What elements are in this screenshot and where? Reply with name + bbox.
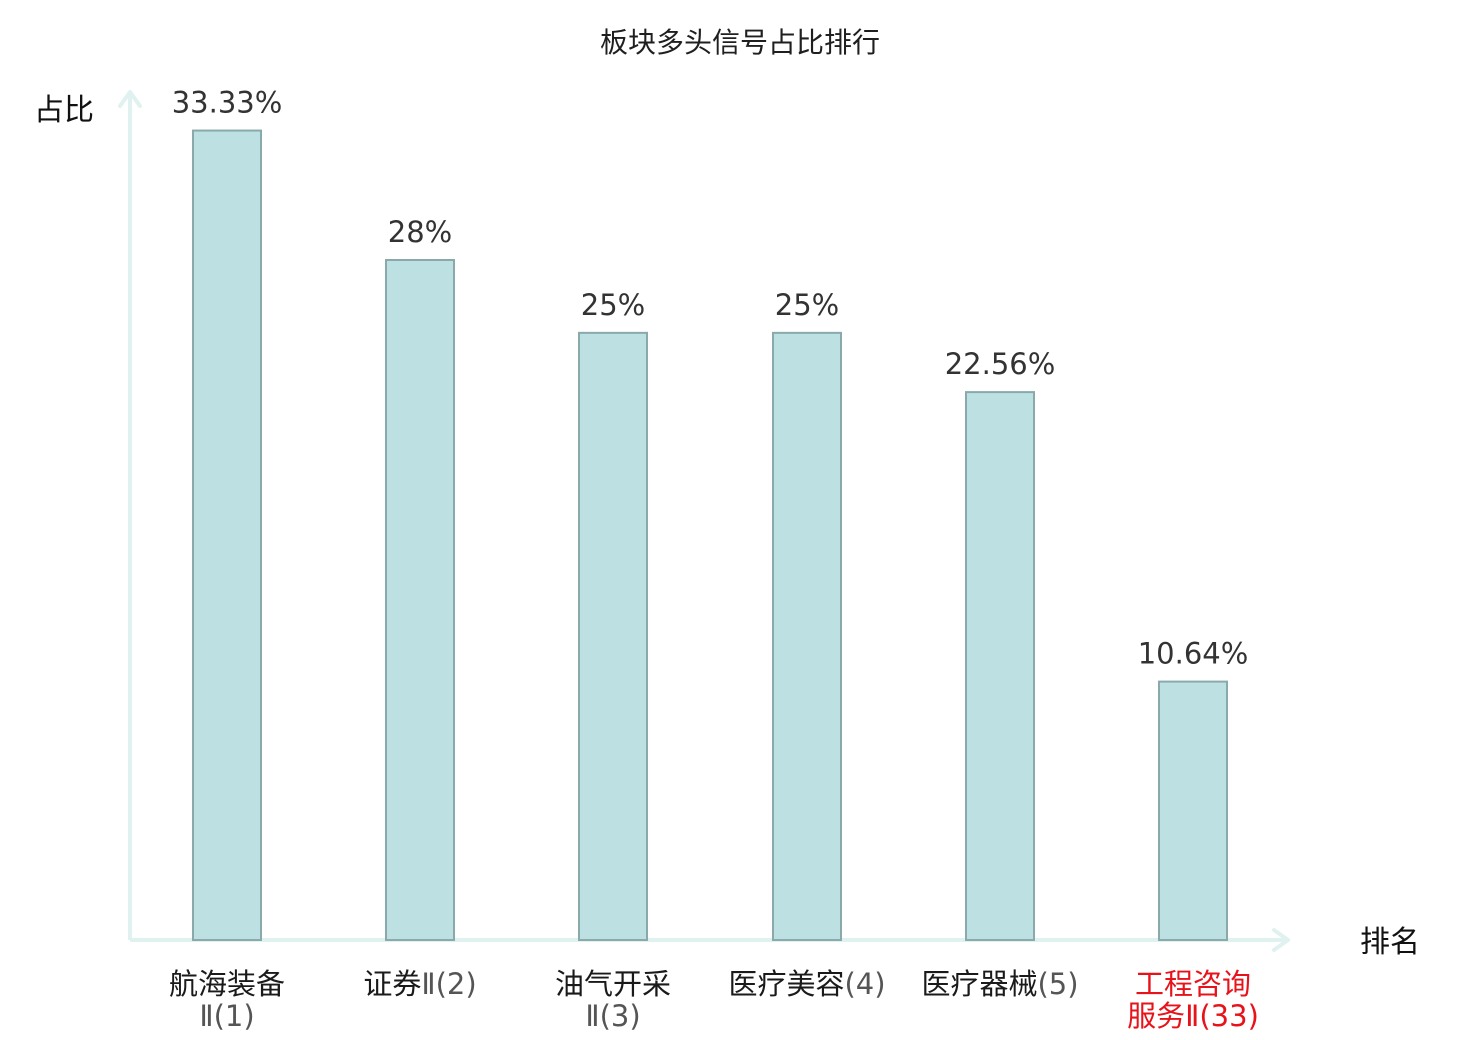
value-label-5: 22.56% [945, 347, 1056, 381]
value-label-4: 25% [775, 288, 839, 322]
x-axis-label: 排名 [1360, 925, 1420, 960]
chart-title: 板块多头信号占比排行 [600, 26, 880, 59]
category-label-1: 航海装备 Ⅱ(1) [169, 967, 285, 1033]
value-label-1: 33.33% [172, 86, 283, 120]
value-labels-group: 33.33% 28% 25% 25% 22.56% 10.64% [172, 86, 1249, 671]
value-label-2: 28% [388, 215, 452, 249]
category-label-5: 医疗器械(5) [921, 967, 1078, 1001]
bar-1 [192, 129, 262, 942]
category-label-6: 工程咨询服务Ⅱ(33) [1127, 967, 1259, 1033]
category-labels-group: 航海装备 Ⅱ(1) 证券Ⅱ(2) 油气开采 Ⅱ(3) 医疗美容(4) 医疗器械(5) 工程咨询… [169, 967, 1259, 1033]
bar-6 [1158, 680, 1228, 941]
bar-3 [578, 331, 648, 942]
y-axis-label: 占比 [34, 93, 94, 128]
x-axis-arrow-icon [1272, 928, 1290, 952]
axes [118, 90, 1290, 952]
value-label-6: 10.64% [1138, 637, 1249, 671]
bar-2 [385, 259, 455, 941]
bar-5 [965, 391, 1035, 942]
y-axis-arrow-icon [118, 90, 142, 108]
value-label-3: 25% [581, 288, 645, 322]
bar-4 [772, 331, 842, 942]
category-label-3: 油气开采 Ⅱ(3) [555, 967, 671, 1033]
category-label-4: 医疗美容(4) [728, 967, 885, 1001]
bars-group [192, 129, 1228, 942]
category-label-2: 证券Ⅱ(2) [363, 967, 476, 1001]
